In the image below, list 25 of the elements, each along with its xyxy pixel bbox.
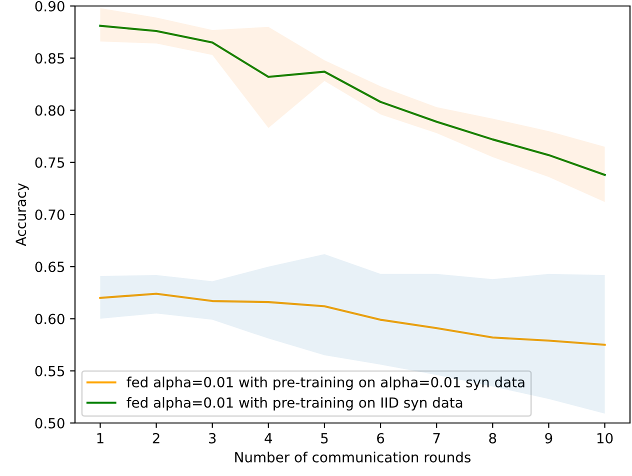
y-tick-label: 0.75 <box>35 157 64 168</box>
x-tick-label: 2 <box>152 432 160 444</box>
y-tick-label: 0.70 <box>35 209 64 220</box>
legend-label: fed alpha=0.01 with pre-training on alpha=0.01 syn data <box>126 376 524 390</box>
x-tick-label: 1 <box>97 433 104 444</box>
x-tick-label: 9 <box>545 432 552 444</box>
y-tick-label: 0.55 <box>35 366 64 376</box>
y-tick-label: 0.50 <box>35 418 64 428</box>
x-tick-label: 4 <box>264 433 272 444</box>
y-tick-label: 0.90 <box>35 0 64 12</box>
x-tick-label: 3 <box>208 432 216 444</box>
y-tick-label: 0.85 <box>35 53 64 64</box>
line-series <box>99 292 606 346</box>
x-tick-label: 8 <box>489 432 496 444</box>
y-tick-label: 0.65 <box>35 262 64 272</box>
y-tick-label: 0.80 <box>35 105 64 116</box>
line-series <box>99 24 606 176</box>
x-tick-label: 10 <box>597 432 613 444</box>
x-axis-title: Number of communication rounds <box>235 452 471 462</box>
x-tick-label: 6 <box>377 432 384 444</box>
legend-label: fed alpha=0.01 with pre-training on IID syn data <box>126 397 462 410</box>
x-tick-label: 5 <box>321 433 328 444</box>
y-tick-label: 0.60 <box>35 314 64 324</box>
y-axis-title: Accuracy <box>16 183 29 246</box>
x-tick-label: 7 <box>433 433 440 444</box>
